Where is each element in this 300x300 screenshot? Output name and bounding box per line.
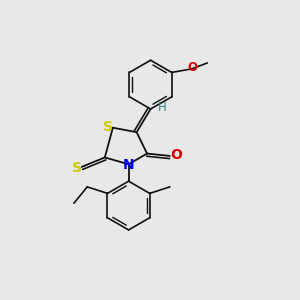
Text: O: O xyxy=(170,148,182,162)
Text: N: N xyxy=(123,158,134,172)
Text: S: S xyxy=(103,119,113,134)
Text: S: S xyxy=(73,160,82,175)
Text: H: H xyxy=(158,101,167,114)
Text: O: O xyxy=(188,61,197,74)
